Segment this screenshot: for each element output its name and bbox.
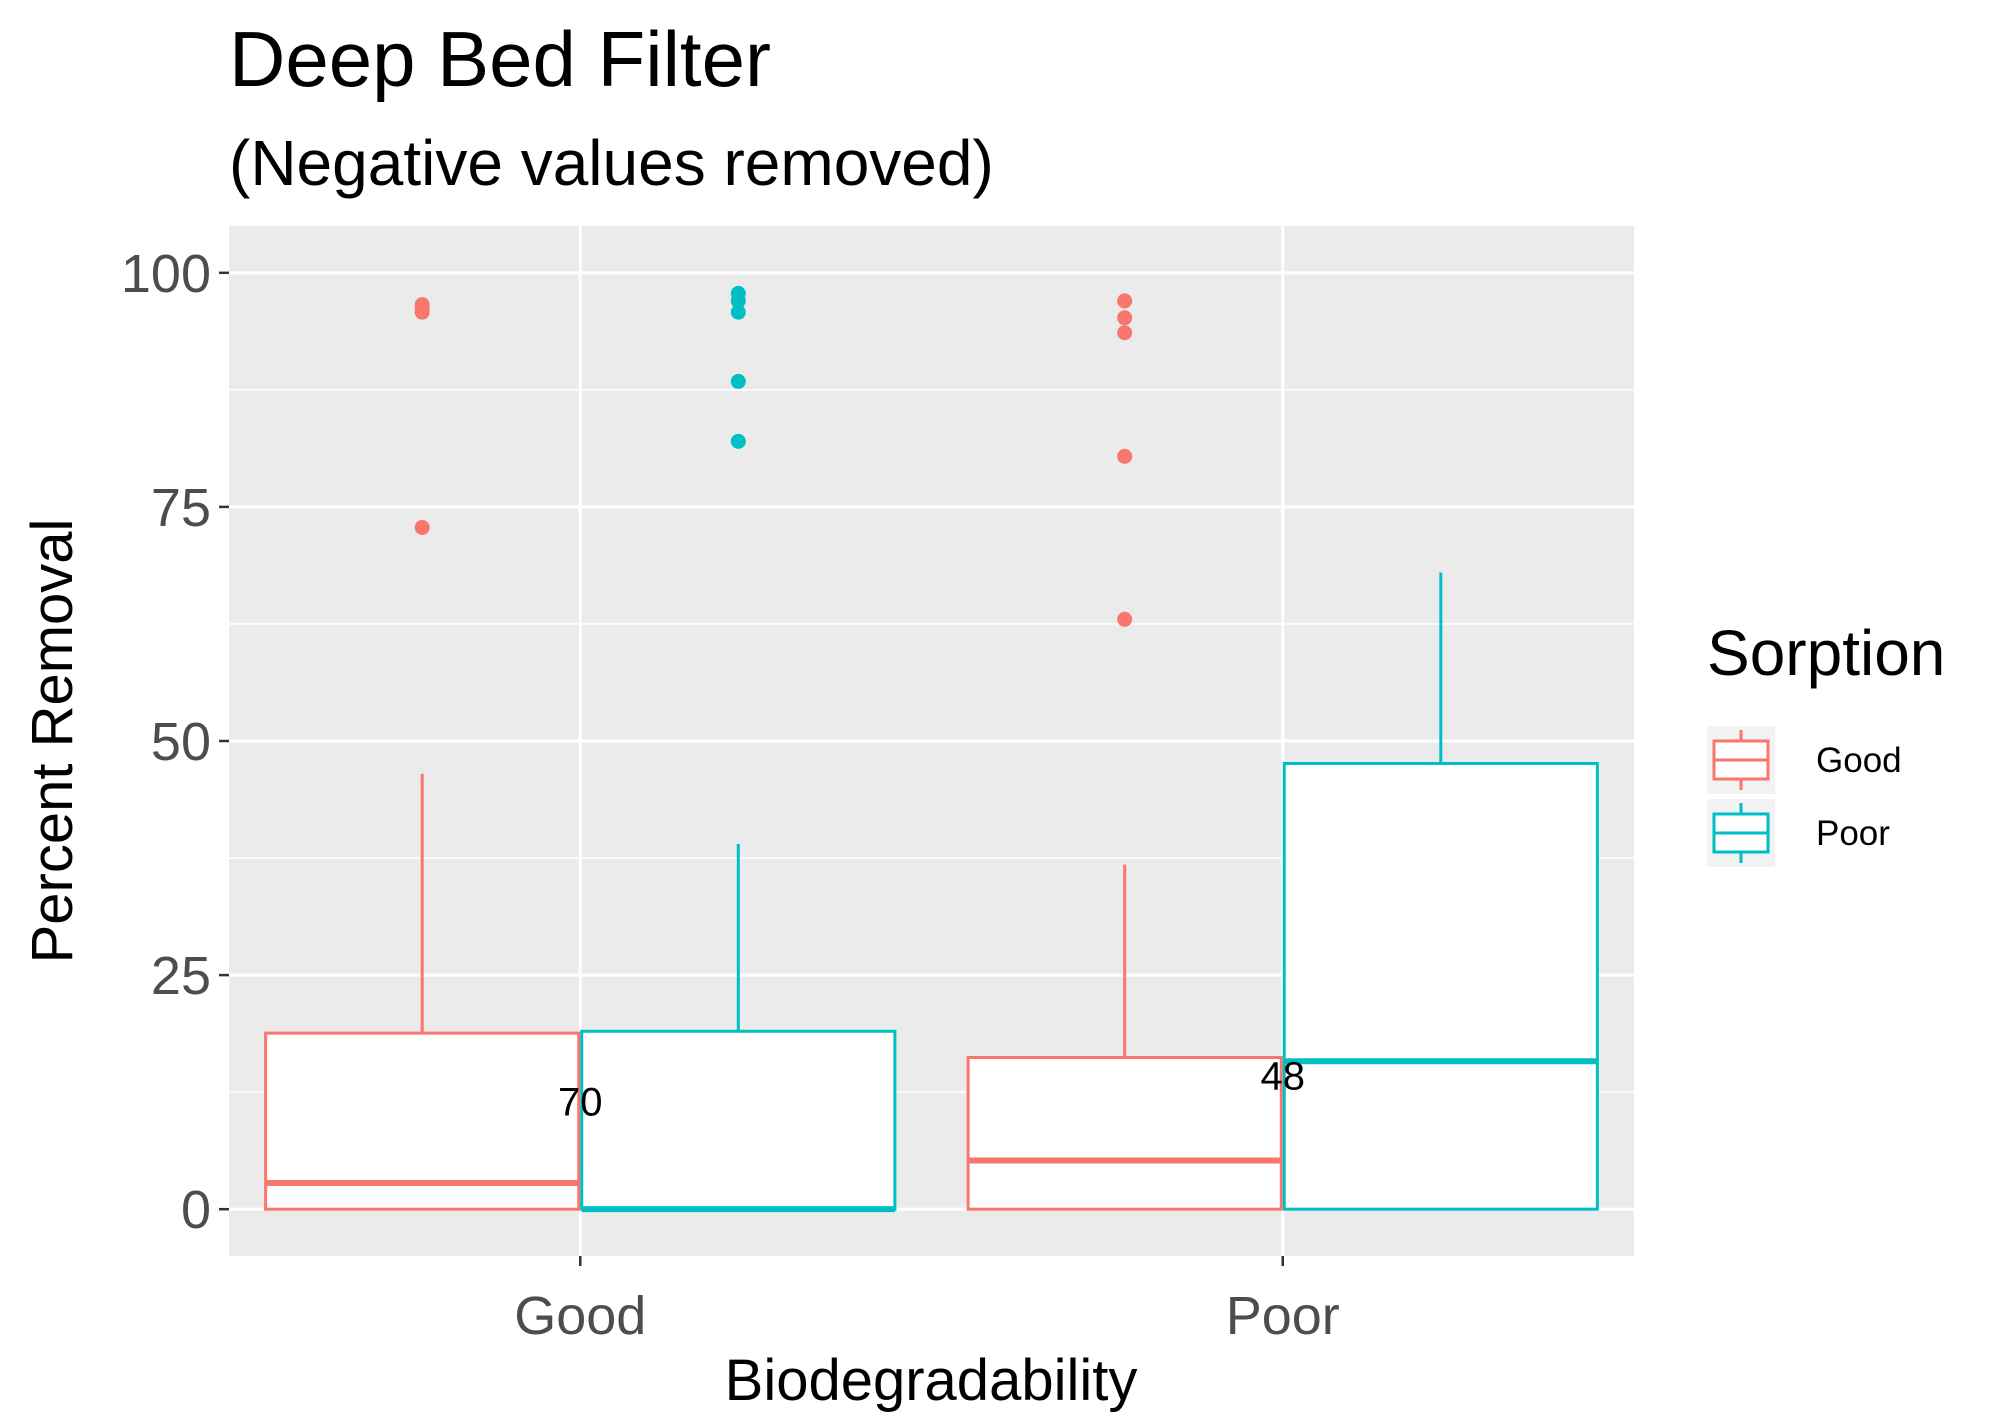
outlier-point	[1117, 310, 1133, 326]
legend-label: Poor	[1816, 814, 1890, 853]
data-marks: 70 48	[264, 285, 1599, 1213]
outlier-point	[730, 285, 746, 301]
box-poor-sorption-poor-biodegradability	[1282, 572, 1599, 1211]
y-tick-label: 75	[151, 478, 211, 538]
box-poor-sorption-good-biodegradability	[580, 285, 897, 1213]
box-iqr	[264, 1031, 581, 1211]
axes: 0 25 50 75 100 Good Poor	[121, 244, 1340, 1346]
chart-subtitle: (Negative values removed)	[229, 127, 994, 199]
chart-title: Deep Bed Filter	[229, 15, 771, 103]
legend-item-good: Good	[1707, 726, 1902, 794]
x-axis-title: Biodegradability	[725, 1348, 1138, 1413]
outlier-point	[1117, 293, 1133, 309]
legend-title: Sorption	[1707, 617, 1945, 689]
outlier-point	[414, 297, 430, 313]
legend-label: Good	[1816, 741, 1902, 780]
count-annotation: 48	[1261, 1054, 1306, 1098]
box-iqr	[966, 1055, 1283, 1211]
outlier-point	[414, 520, 430, 536]
outlier-point	[1117, 325, 1133, 341]
x-tick-label: Good	[514, 1286, 646, 1346]
outlier-point	[730, 433, 746, 449]
legend: Good Poor	[1707, 726, 1902, 867]
box-good-sorption-good-biodegradability	[264, 297, 581, 1211]
outlier-point	[730, 304, 746, 320]
legend-item-poor: Poor	[1707, 799, 1890, 867]
y-tick-label: 100	[121, 244, 211, 304]
y-tick-label: 0	[181, 1180, 211, 1240]
x-tick-label: Poor	[1226, 1286, 1340, 1346]
outlier-point	[1117, 448, 1133, 464]
box-good-sorption-poor-biodegradability	[966, 293, 1283, 1211]
box-iqr	[580, 1029, 897, 1211]
outlier-point	[1117, 611, 1133, 627]
y-tick-label: 25	[151, 946, 211, 1006]
y-axis-title: Percent Removal	[20, 519, 85, 964]
box-iqr	[1282, 761, 1599, 1211]
outlier-point	[730, 373, 746, 389]
count-annotation: 70	[558, 1081, 603, 1125]
y-tick-label: 50	[151, 712, 211, 772]
